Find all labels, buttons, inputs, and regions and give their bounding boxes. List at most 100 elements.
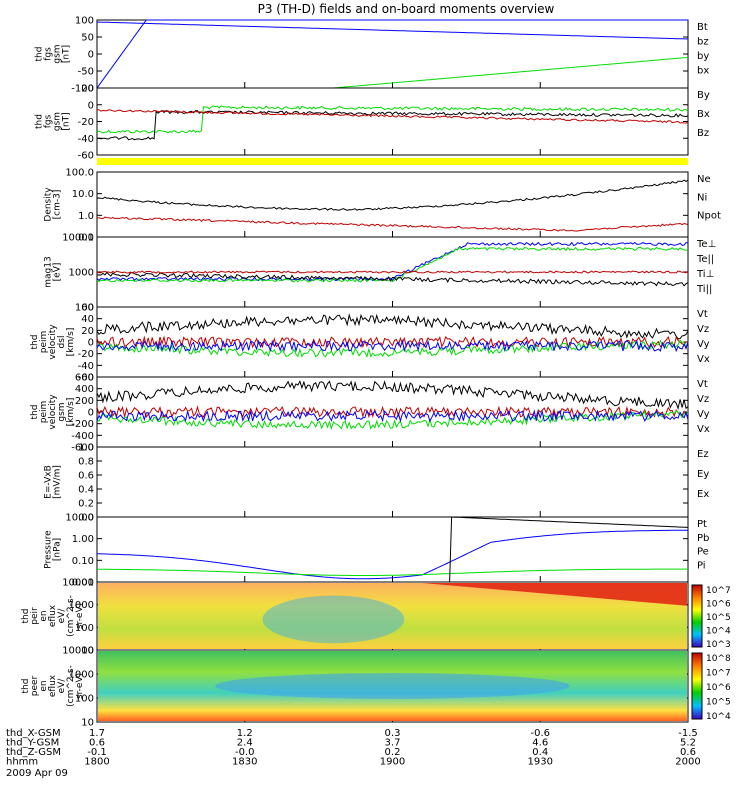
- legend-entry: Vz: [697, 394, 709, 405]
- y-axis-label: dsl: [57, 336, 67, 349]
- footer-value: 5.2: [680, 738, 696, 749]
- y-tick-label: 0.4: [78, 485, 94, 496]
- footer-value: 2.4: [237, 738, 253, 749]
- colorbar-label: 10^4: [706, 712, 731, 722]
- y-tick-label: -60: [78, 151, 94, 162]
- footer-value: -1.5: [678, 728, 698, 739]
- y-axis-label: [mV/m]: [53, 465, 63, 499]
- y-tick-label: 10: [81, 646, 94, 657]
- footer-row-label: thd_Y-GSM: [6, 738, 59, 749]
- y-tick-label: 0: [88, 50, 94, 61]
- panel-frame: [96, 446, 689, 518]
- y-tick-label: 1000: [69, 268, 94, 279]
- y-axis-label: eV/: [57, 608, 67, 624]
- panel-10: 10000 1000 100 10 thd peer en eflux eV/(cm^2-s-s…: [21, 646, 731, 729]
- y-tick-label: -60: [78, 373, 94, 384]
- y-axis-label: peim: [39, 331, 49, 354]
- y-tick-label: -40: [78, 134, 94, 145]
- y-tick-label: 10000: [62, 233, 94, 244]
- series-vx: [96, 409, 689, 423]
- y-axis-label: [km/s]: [66, 328, 76, 357]
- y-tick-label: 400: [75, 384, 94, 395]
- legend-entry: Pt: [697, 519, 707, 530]
- legend-entry: Vy: [697, 339, 710, 350]
- y-tick-label: 10: [81, 718, 94, 729]
- y-tick-label: -40: [78, 361, 94, 372]
- y-axis-label: [nPa]: [53, 538, 63, 561]
- y-tick-label: 100: [75, 694, 94, 705]
- series-bx: [96, 109, 689, 141]
- y-axis-label: fgs: [44, 47, 54, 61]
- y-axis-label: peir: [30, 607, 40, 625]
- panel-4: 10000 1000 100 mag13 [eV] Te⊥ Te|| Ti⊥ Ti||: [44, 233, 717, 314]
- colorbar-label: 10^5: [706, 613, 731, 623]
- legend-entry: Vt: [697, 379, 708, 390]
- footer-value: 0.4: [532, 747, 548, 758]
- y-axis-label: thd: [35, 47, 45, 62]
- y-tick-label: -20: [78, 117, 94, 128]
- colorbar-label: 10^7: [706, 669, 731, 679]
- y-tick-label: 0: [88, 100, 94, 111]
- series-bt: [96, 21, 689, 40]
- y-tick-label: -400: [71, 431, 94, 442]
- y-tick-label: 200: [75, 396, 94, 407]
- y-axis-label: Pressure: [44, 530, 54, 569]
- legend-entry: Pi: [697, 560, 706, 571]
- y-axis-label: gsm: [53, 44, 63, 63]
- footer-row-label: hhmm: [6, 757, 38, 768]
- legend-entry: Te⊥: [696, 239, 716, 250]
- footer-value: 3.7: [385, 738, 401, 749]
- y-tick-label: 600: [75, 373, 94, 384]
- panel-3: 100.0 10.0 1.0 0.1 Density [cm-3] Ne Ni Npot: [44, 168, 721, 244]
- footer-value: 1800: [84, 757, 109, 768]
- plot-title: P3 (TH-D) fields and on-board moments ov…: [258, 2, 555, 16]
- footer-value: 0.6: [680, 747, 696, 758]
- panel-2: 20 0 -20 -40 -60 thd fgs gsm [nT] By Bx Bz: [35, 84, 710, 162]
- legend-entry: bx: [697, 66, 709, 77]
- y-axis-label: [nT]: [62, 45, 72, 63]
- y-tick-label: 1.0: [78, 443, 94, 454]
- footer-value: 1900: [380, 757, 405, 768]
- series-by: [96, 105, 689, 134]
- legend-entry: Ne: [697, 174, 711, 185]
- legend-entry: Ti⊥: [696, 269, 714, 280]
- y-axis-label: en: [39, 680, 49, 691]
- colorbar-label: 10^6: [706, 600, 731, 610]
- y-tick-label: 0.2: [78, 499, 94, 510]
- y-tick-label: 0.8: [78, 457, 94, 468]
- y-axis-label: peer: [30, 675, 40, 696]
- colorbar-label: 10^3: [706, 640, 731, 650]
- legend-entry: Bz: [697, 128, 709, 139]
- y-axis-label: thd: [30, 335, 40, 350]
- y-tick-label: -20: [78, 349, 94, 360]
- y-axis-label: (cm^2-s-: [66, 595, 76, 637]
- footer-value: 1930: [528, 757, 553, 768]
- legend-entry: Ti||: [696, 284, 712, 295]
- footer-value: 4.6: [532, 738, 548, 749]
- y-axis-label: eV/: [57, 678, 67, 694]
- y-tick-label: 1000: [69, 600, 94, 611]
- legend-entry: Ey: [697, 469, 709, 480]
- legend-entry: Pb: [697, 533, 709, 544]
- colorbar: [691, 584, 703, 648]
- y-axis-label: thd: [21, 679, 31, 694]
- colorbar: [691, 652, 703, 720]
- spectrogram-hot-region: [422, 583, 687, 606]
- y-axis-label: velocity: [48, 394, 58, 430]
- legend-entry: Vz: [697, 324, 709, 335]
- legend-entry: Vy: [697, 409, 710, 420]
- y-tick-label: 10000: [62, 646, 94, 657]
- y-tick-label: -600: [71, 443, 94, 454]
- legend-entry: by: [697, 51, 709, 62]
- y-tick-label: 10.0: [72, 189, 94, 200]
- legend-entry: bz: [697, 37, 709, 48]
- colorbar-label: 10^6: [706, 683, 731, 693]
- y-axis-label: [km/s]: [66, 398, 76, 427]
- panel-frame: [96, 306, 689, 378]
- y-tick-label: 10000: [62, 578, 94, 589]
- legend-entry: Vt: [697, 309, 708, 320]
- y-axis-label: mag13: [44, 256, 54, 287]
- footer-value: 0.3: [385, 728, 401, 739]
